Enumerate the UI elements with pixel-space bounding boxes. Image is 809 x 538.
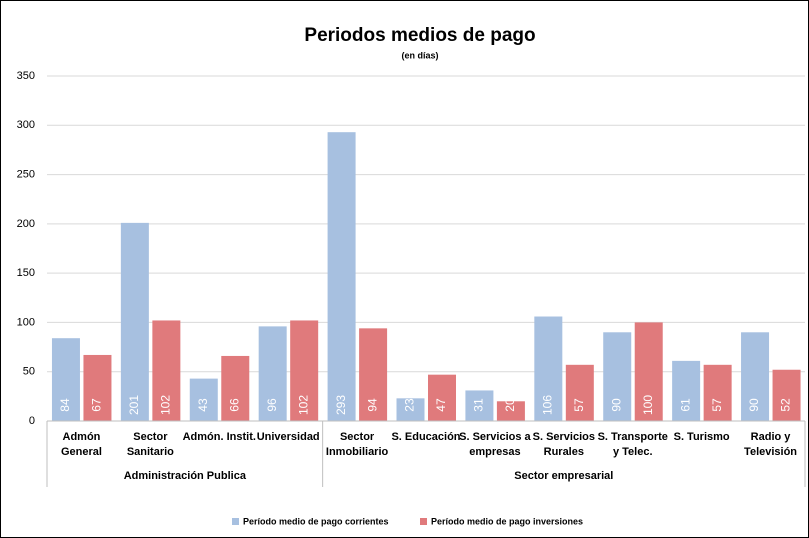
data-label: 102	[296, 395, 310, 415]
x-tick-label: Radio y Televisión	[744, 431, 797, 458]
bar	[565, 364, 594, 421]
y-tick-label: 200	[17, 218, 35, 230]
data-label: 47	[434, 398, 448, 412]
y-tick-label: 250	[17, 168, 35, 180]
bar	[51, 338, 80, 421]
data-label: 90	[609, 398, 623, 412]
y-tick-label: 0	[29, 415, 35, 427]
x-tick-label: Sector Sanitario	[127, 431, 174, 458]
y-tick-label: 350	[17, 70, 35, 82]
bar	[703, 364, 732, 421]
bar	[359, 328, 388, 421]
data-label: 96	[265, 398, 279, 412]
bar	[496, 401, 525, 421]
data-label: 102	[159, 395, 173, 415]
y-tick-label: 100	[17, 316, 35, 328]
bar	[741, 332, 770, 421]
chart-subtitle: (en días)	[401, 50, 438, 60]
data-label: 106	[540, 395, 554, 415]
legend-label: Período medio de pago corrientes	[243, 516, 389, 526]
data-label: 43	[196, 398, 210, 412]
data-label: 293	[334, 395, 348, 415]
data-label: 23	[403, 398, 417, 412]
bar	[83, 354, 112, 421]
x-tick-label: Admón. Instit.	[183, 431, 256, 443]
x-tick-label: S. Educación	[391, 431, 460, 443]
bar	[327, 132, 356, 421]
data-label: 20	[503, 398, 517, 412]
x-tick-label: S. Servicios a empresas	[459, 431, 531, 458]
data-label: 100	[641, 395, 655, 415]
data-label: 66	[227, 398, 241, 412]
x-tick-label: Sector Inmobiliario	[326, 431, 389, 458]
legend-swatch	[232, 518, 239, 525]
data-label: 31	[472, 398, 486, 412]
bar	[634, 322, 663, 421]
x-tick-label: S. Turismo	[674, 431, 730, 443]
data-label: 94	[365, 398, 379, 412]
chart-title: Periodos medios de pago	[304, 25, 535, 46]
bar	[120, 222, 149, 421]
data-label: 201	[127, 395, 141, 415]
bar	[534, 316, 563, 421]
data-label: 67	[90, 398, 104, 412]
x-tick-label: Admón General	[61, 431, 102, 458]
data-label: 52	[779, 398, 793, 412]
y-tick-label: 50	[23, 366, 35, 378]
group-label: Sector empresarial	[514, 470, 613, 482]
bar	[672, 360, 701, 421]
bar	[152, 320, 181, 421]
data-label: 61	[678, 398, 692, 412]
bar	[221, 355, 250, 421]
bar	[465, 390, 494, 421]
data-label: 84	[58, 398, 72, 412]
x-tick-label: S. Servicios Rurales	[533, 431, 595, 458]
data-label: 90	[747, 398, 761, 412]
group-label: Administración Publica	[124, 470, 247, 482]
bar	[428, 374, 456, 421]
legend-swatch	[420, 518, 427, 525]
x-tick-label: S. Transporte y Telec.	[598, 431, 668, 458]
x-tick-label: Universidad	[257, 431, 320, 443]
data-label: 57	[572, 398, 586, 412]
bar	[603, 332, 632, 421]
data-label: 57	[710, 398, 724, 412]
bar	[396, 398, 425, 421]
bar	[258, 326, 287, 421]
bar	[189, 378, 218, 421]
y-tick-label: 150	[17, 267, 35, 279]
bar	[772, 369, 801, 421]
bar	[290, 320, 319, 421]
legend-label: Período medio de pago inversiones	[431, 516, 583, 526]
y-tick-label: 300	[17, 119, 35, 131]
